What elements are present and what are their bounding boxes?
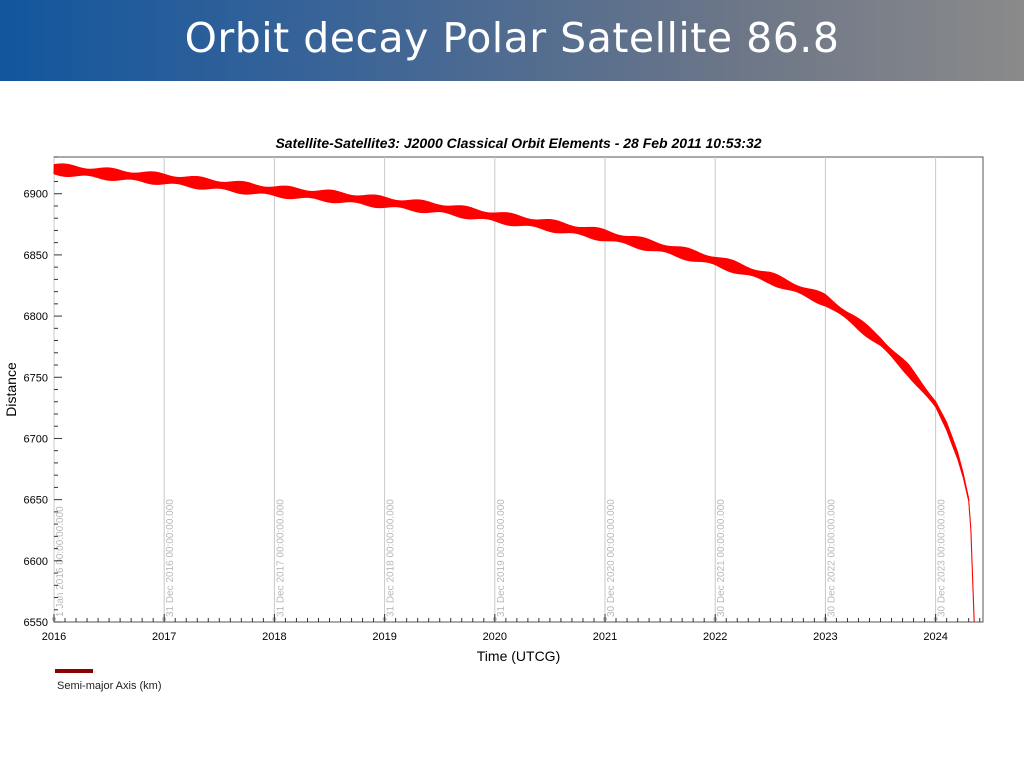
legend-label: Semi-major Axis (km) <box>57 680 162 692</box>
legend-swatch <box>55 669 93 673</box>
y-tick-label: 6850 <box>24 250 48 262</box>
orbit-decay-chart: Satellite-Satellite3: J2000 Classical Or… <box>3 135 984 664</box>
y-tick-label: 6700 <box>24 433 48 445</box>
slide-title: Orbit decay Polar Satellite 86.8 <box>184 14 840 62</box>
plot-area <box>53 156 984 623</box>
x-tick-label: 2021 <box>593 631 617 643</box>
marker-label: 31 Dec 2017 00:00:00.000 <box>275 499 286 617</box>
marker-label: 30 Dec 2023 00:00:00.000 <box>937 499 948 617</box>
x-tick-label: 2018 <box>262 631 286 643</box>
marker-label: 31 Dec 2018 00:00:00.000 <box>386 499 397 617</box>
y-axis-label: Distance <box>3 362 19 417</box>
x-tick-label: 2023 <box>813 631 837 643</box>
marker-label: 30 Dec 2021 00:00:00.000 <box>716 499 727 617</box>
x-tick-label: 2019 <box>372 631 396 643</box>
series-semi-major-axis <box>53 163 975 623</box>
y-tick-label: 6900 <box>24 189 48 201</box>
x-axis-label: Time (UTCG) <box>477 648 560 664</box>
y-tick-label: 6550 <box>24 617 48 629</box>
x-tick-label: 2022 <box>703 631 727 643</box>
y-tick-label: 6750 <box>24 372 48 384</box>
y-tick-label: 6650 <box>24 495 48 507</box>
x-tick-label: 2017 <box>152 631 176 643</box>
x-tick-label: 2020 <box>483 631 507 643</box>
marker-label: 31 Dec 2019 00:00:00.000 <box>496 499 507 617</box>
marker-label: 30 Dec 2022 00:00:00.000 <box>826 499 837 617</box>
y-tick-label: 6600 <box>24 556 48 568</box>
marker-label: 30 Dec 2020 00:00:00.000 <box>606 499 617 617</box>
chart-title: Satellite-Satellite3: J2000 Classical Or… <box>275 135 761 151</box>
marker-label: 31 Dec 2016 00:00:00.000 <box>165 499 176 617</box>
marker-label: 1 Jan 2016 00:00:00.000 <box>55 506 66 617</box>
title-banner: Orbit decay Polar Satellite 86.8 <box>0 0 1024 81</box>
y-tick-label: 6800 <box>24 311 48 323</box>
x-tick-label: 2024 <box>923 631 947 643</box>
x-tick-label: 2016 <box>42 631 66 643</box>
